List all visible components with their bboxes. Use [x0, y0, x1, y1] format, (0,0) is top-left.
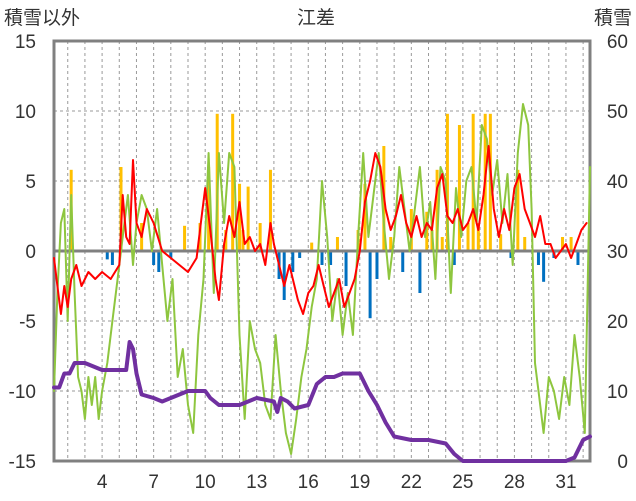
bar — [268, 169, 272, 251]
bar — [389, 237, 393, 251]
bar — [401, 251, 405, 272]
left-axis-label: 積雪以外 — [4, 7, 80, 29]
bar — [435, 169, 439, 251]
left-tick-label: -15 — [9, 452, 36, 473]
bar — [466, 223, 470, 251]
chart-title: 江差 — [297, 7, 335, 29]
bar — [157, 251, 161, 272]
right-tick-label: 10 — [607, 382, 628, 403]
bar — [169, 251, 173, 258]
x-tick-label: 25 — [452, 472, 473, 493]
x-tick-label: 7 — [148, 472, 159, 493]
bar — [231, 113, 235, 251]
x-tick-label: 10 — [195, 472, 216, 493]
left-tick-label: 10 — [15, 102, 36, 123]
bar — [440, 237, 444, 251]
left-tick-label: 0 — [25, 242, 36, 263]
right-tick-label: 60 — [607, 32, 628, 53]
bar — [576, 251, 580, 265]
x-tick-label: 22 — [401, 472, 422, 493]
line-series — [52, 103, 592, 463]
left-tick-label: -10 — [9, 382, 36, 403]
bar — [368, 251, 372, 319]
bar — [509, 251, 513, 258]
left-tick-label: 15 — [15, 32, 36, 53]
bar — [119, 167, 123, 251]
bar — [375, 251, 379, 279]
bar — [536, 251, 540, 265]
bar — [516, 169, 520, 251]
bar — [105, 251, 109, 260]
bar — [476, 223, 480, 251]
bar — [561, 237, 565, 251]
right-tick-label: 40 — [607, 172, 628, 193]
x-tick-label: 4 — [97, 472, 108, 493]
bar — [320, 251, 324, 265]
bar — [152, 251, 156, 265]
left-tick-label: 5 — [25, 172, 36, 193]
x-tick-label: 28 — [504, 472, 525, 493]
bar — [310, 242, 314, 251]
bar — [445, 113, 449, 251]
bar — [224, 230, 228, 251]
series-line-red — [53, 145, 588, 315]
x-tick-label: 19 — [349, 472, 370, 493]
left-tick-label: -5 — [19, 312, 36, 333]
bar — [542, 251, 546, 282]
bar — [258, 223, 262, 251]
bar — [110, 251, 114, 265]
bar — [499, 234, 503, 251]
bar — [457, 125, 461, 251]
x-tick-label: 16 — [298, 472, 319, 493]
x-tick-label: 13 — [246, 472, 267, 493]
right-axis-label: 積雪 — [594, 7, 632, 29]
right-tick-label: 20 — [607, 312, 628, 333]
bar — [183, 225, 187, 251]
bar — [418, 251, 422, 293]
bar — [335, 237, 339, 251]
bar — [291, 251, 295, 272]
series-line-purple — [52, 340, 592, 463]
bar — [344, 251, 348, 286]
bar — [452, 251, 456, 265]
right-tick-label: 50 — [607, 102, 628, 123]
bar — [241, 230, 245, 251]
bar — [282, 251, 286, 300]
bar — [523, 237, 527, 251]
bar — [238, 183, 242, 251]
x-tick-label: 31 — [555, 472, 576, 493]
right-tick-label: 0 — [617, 452, 628, 473]
bar — [329, 251, 333, 265]
bar — [363, 183, 367, 251]
bar — [298, 251, 302, 258]
bar — [246, 186, 250, 251]
right-tick-label: 30 — [607, 242, 628, 263]
bar — [569, 237, 573, 251]
